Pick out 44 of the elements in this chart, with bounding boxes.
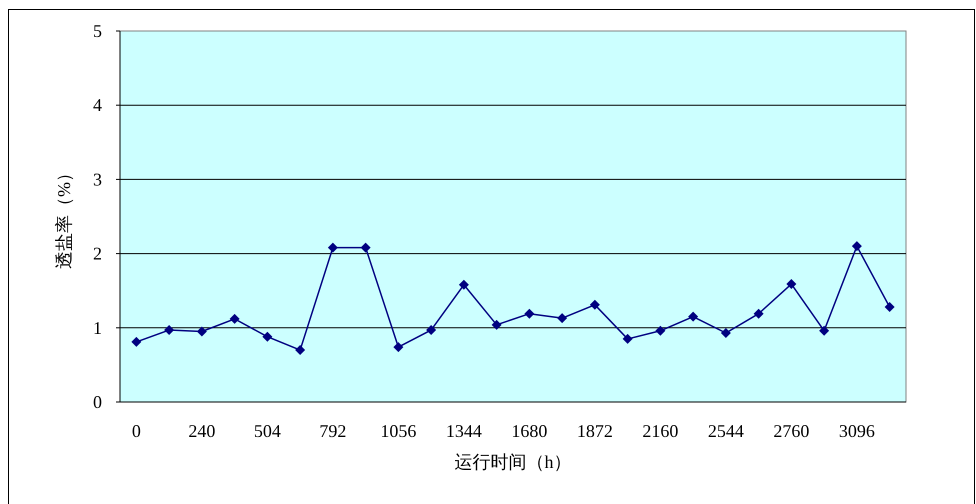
point [426, 325, 436, 336]
point [492, 320, 502, 330]
point [754, 308, 764, 319]
point [852, 241, 862, 252]
point [262, 332, 272, 342]
point [230, 314, 240, 324]
x-axis-title: 运行时间（h） [454, 452, 572, 472]
point [295, 345, 306, 356]
point [688, 312, 698, 322]
point [622, 334, 633, 344]
x-tick-label: 240 [188, 421, 216, 441]
x-tick-label: 1344 [446, 421, 482, 441]
point [884, 302, 895, 312]
y-tick-label: 5 [93, 21, 102, 41]
y-tick-label: 3 [93, 169, 102, 190]
point [524, 308, 534, 319]
x-tick-label: 1680 [511, 421, 548, 441]
point [196, 326, 207, 337]
y-tick-label: 0 [93, 392, 102, 412]
point [164, 325, 174, 336]
x-tick-label: 2544 [708, 421, 744, 441]
x-tick-label: 2760 [773, 421, 810, 441]
point [720, 328, 731, 338]
point [393, 342, 404, 352]
x-tick-label: 792 [319, 421, 346, 441]
x-tick-label: 1872 [576, 421, 613, 441]
point [819, 326, 830, 336]
y-tick-label: 2 [93, 244, 102, 264]
y-tick-label: 1 [93, 318, 102, 338]
point [786, 279, 796, 290]
y-axis-title: 透盐率（%） [54, 164, 74, 269]
point [458, 280, 469, 290]
point [590, 300, 600, 310]
point [328, 242, 338, 253]
y-tick-label: 4 [93, 95, 102, 116]
point [655, 326, 666, 336]
x-tick-label: 2160 [642, 421, 678, 441]
x-tick-label: 1056 [380, 421, 416, 441]
point [557, 313, 568, 324]
x-tick-label: 0 [132, 421, 141, 441]
point [131, 336, 142, 347]
x-tick-label: 3096 [838, 421, 875, 441]
point [360, 242, 371, 253]
x-tick-label: 504 [254, 421, 281, 441]
